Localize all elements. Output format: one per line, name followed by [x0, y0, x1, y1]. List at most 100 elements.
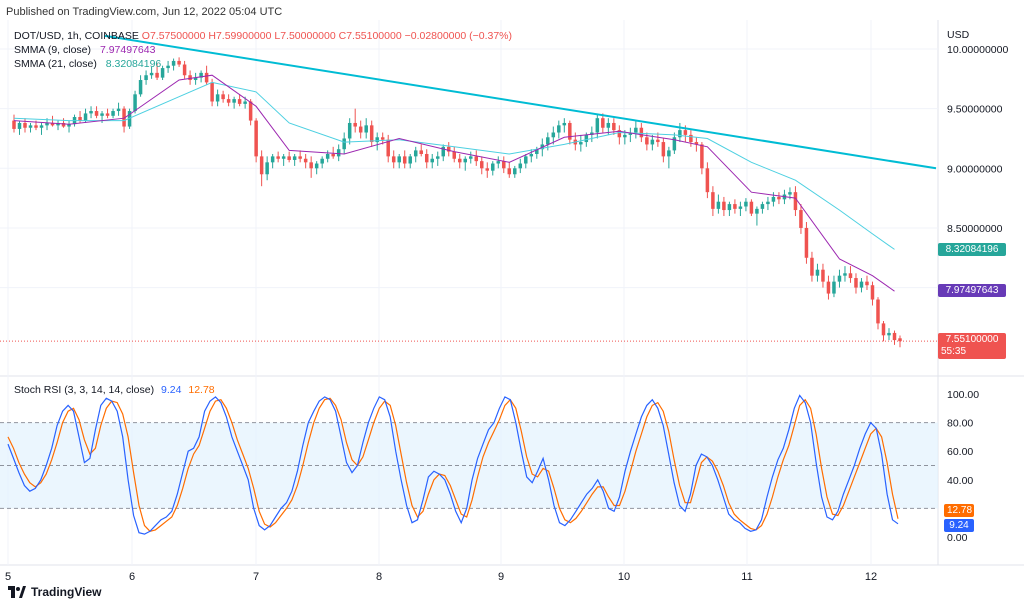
- candle: [601, 113, 605, 133]
- candle-body: [188, 75, 192, 81]
- candle-body: [226, 99, 231, 103]
- candle: [865, 275, 869, 290]
- candle-body: [749, 201, 754, 214]
- candle-body: [67, 124, 71, 127]
- last-price-value: 7.55100000: [945, 334, 999, 345]
- candle: [386, 134, 390, 163]
- candle-body: [177, 60, 181, 65]
- candle-body: [513, 168, 517, 175]
- candle: [78, 111, 82, 123]
- candle-body: [568, 122, 572, 140]
- stoch-k-value: 9.24: [161, 384, 182, 396]
- candle-body: [342, 138, 346, 150]
- candle-body: [694, 142, 699, 145]
- candle: [804, 221, 809, 264]
- candle-body: [391, 156, 396, 163]
- candle: [551, 126, 556, 145]
- candle-body: [507, 168, 512, 175]
- candle: [474, 150, 479, 166]
- time-tick-label: 10: [618, 571, 630, 583]
- candle: [210, 78, 214, 107]
- candle-body: [826, 281, 831, 294]
- candle-body: [17, 122, 22, 129]
- stoch-rsi-legend[interactable]: Stoch RSI (3, 3, 14, 14, close) 9.24 12.…: [14, 384, 215, 396]
- candle: [122, 106, 126, 133]
- candle: [667, 146, 671, 169]
- candle: [111, 108, 115, 119]
- candle: [771, 192, 776, 207]
- time-tick-label: 5: [5, 571, 11, 583]
- candle-body: [656, 139, 660, 143]
- candle: [458, 153, 462, 169]
- candle: [435, 151, 440, 166]
- candle: [342, 132, 346, 154]
- candle: [557, 120, 561, 139]
- candle-body: [265, 162, 269, 175]
- candle-body: [595, 118, 600, 133]
- candle-body: [650, 139, 655, 145]
- candle: [821, 263, 825, 288]
- candle-body: [832, 281, 836, 294]
- time-tick-label: 6: [129, 571, 135, 583]
- tradingview-logo[interactable]: TradingView: [8, 585, 101, 599]
- ohlc-high: H7.59900000: [208, 30, 272, 42]
- candle: [182, 60, 187, 79]
- tradingview-logo-icon: [8, 586, 26, 598]
- candle-body: [155, 72, 159, 78]
- candle: [287, 151, 291, 163]
- candle: [799, 204, 803, 234]
- candle: [380, 132, 385, 145]
- last-price-tag: 7.55100000 55:35: [938, 333, 1006, 359]
- candle: [854, 273, 858, 294]
- candle: [177, 57, 181, 67]
- candle: [793, 186, 798, 217]
- candle: [595, 114, 600, 139]
- candle-body: [551, 132, 556, 138]
- smma21-price-tag: 8.32084196: [938, 243, 1006, 256]
- candle: [270, 153, 275, 169]
- candle-body: [133, 94, 137, 112]
- candle: [67, 120, 71, 133]
- candle: [881, 321, 886, 342]
- candle: [446, 142, 451, 157]
- time-tick-label: 9: [498, 571, 504, 583]
- candle: [727, 201, 732, 217]
- candle-body: [645, 137, 649, 145]
- candle: [226, 94, 231, 107]
- candle: [837, 269, 842, 288]
- time-tick-label: 11: [741, 571, 752, 583]
- candle: [749, 199, 754, 217]
- smma21-legend[interactable]: SMMA (21, close) 8.32084196: [14, 58, 161, 70]
- candle: [248, 99, 253, 126]
- candle: [336, 144, 341, 162]
- candle: [116, 102, 121, 116]
- candle-body: [854, 278, 858, 288]
- candle-body: [491, 163, 495, 171]
- smma9-legend[interactable]: SMMA (9, close) 7.97497643: [14, 44, 155, 56]
- candle-body: [700, 144, 704, 169]
- candle: [887, 328, 891, 341]
- candle-body: [243, 101, 247, 104]
- smma9-price-tag: 7.97497643: [938, 284, 1006, 297]
- candle-body: [705, 168, 710, 193]
- stoch-d-line: [7, 397, 899, 532]
- candle-body: [138, 80, 143, 95]
- candle: [155, 63, 159, 81]
- candle-body: [760, 204, 765, 209]
- candle: [375, 132, 379, 151]
- candle-body: [430, 158, 434, 163]
- candle-body: [711, 192, 715, 209]
- candle: [639, 122, 644, 143]
- candle: [513, 165, 517, 178]
- candle: [237, 94, 242, 107]
- candle: [105, 108, 110, 119]
- candle: [276, 151, 280, 163]
- candle: [859, 278, 864, 293]
- candle-body: [204, 72, 209, 83]
- candle: [298, 150, 302, 163]
- stoch-d-value: 12.78: [188, 384, 215, 396]
- candle-body: [331, 153, 335, 157]
- candle-body: [309, 162, 313, 169]
- candle-body: [303, 158, 308, 163]
